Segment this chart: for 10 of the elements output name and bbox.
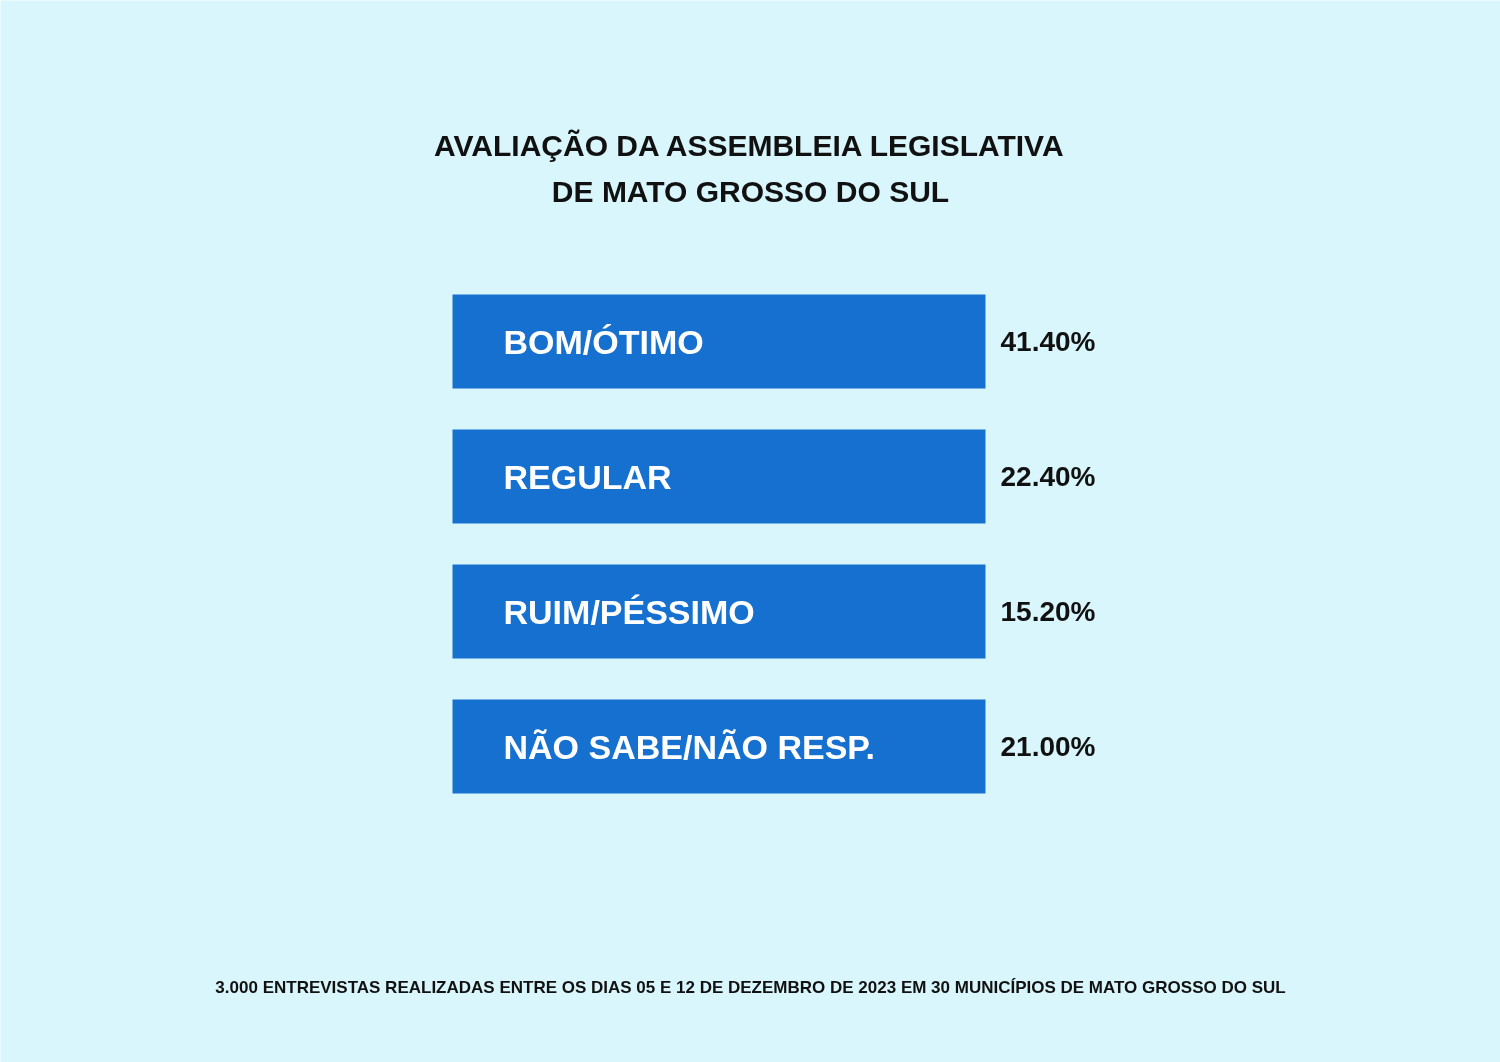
data-label: 21.00% xyxy=(1000,731,1096,762)
data-label: 15.20% xyxy=(1000,596,1096,627)
data-label: 41.40% xyxy=(1000,326,1096,357)
text: 3.000 ENTREVISTAS REALIZADAS ENTRE OS DIAS 05 E 12 DE DEZEMBRO DE 2023 EM 30 MUNICÍPIOS DE MATO GROSSO DO SUL xyxy=(215,978,1286,997)
category-label: REGULAR xyxy=(503,457,672,496)
data-label: 22.40% xyxy=(1000,461,1096,492)
category-label: NÃO SABE/NÃO RESP. xyxy=(503,727,876,766)
category-label: RUIM/PÉSSIMO xyxy=(503,592,755,631)
text: AVALIAÇÃO DA ASSEMBLEIA LEGISLATIVA DE MATO GROSSO DO SUL xyxy=(434,129,1064,208)
category-label: BOM/ÓTIMO xyxy=(503,322,704,361)
